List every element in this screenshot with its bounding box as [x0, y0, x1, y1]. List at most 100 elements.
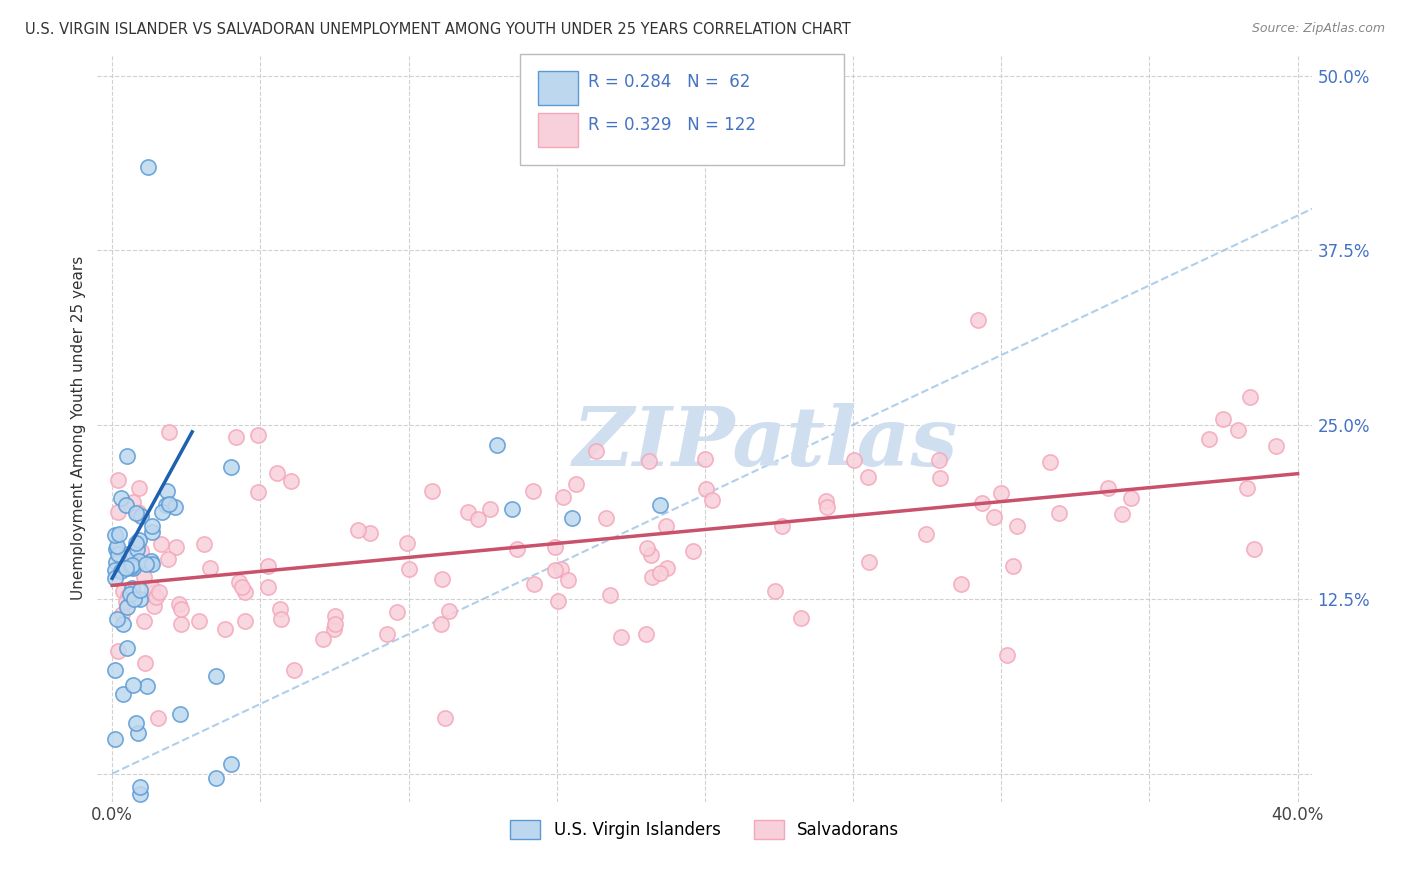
- Point: [950, 576, 973, 591]
- Point: [111, 687, 134, 701]
- Point: [105, 612, 128, 626]
- Point: [270, 612, 292, 626]
- Point: [219, 459, 242, 474]
- Point: [323, 617, 346, 632]
- Point: [650, 498, 672, 512]
- Point: [111, 584, 134, 599]
- Point: [246, 484, 269, 499]
- Point: [117, 547, 139, 561]
- Point: [149, 537, 172, 551]
- Point: [585, 444, 607, 458]
- Point: [547, 594, 569, 608]
- Point: [129, 780, 152, 795]
- Point: [129, 592, 152, 607]
- Point: [395, 536, 418, 550]
- Point: [169, 598, 191, 612]
- Point: [1243, 541, 1265, 556]
- Point: [1212, 412, 1234, 426]
- Point: [122, 561, 145, 575]
- Point: [634, 626, 657, 640]
- Point: [359, 526, 381, 541]
- Point: [1119, 491, 1142, 505]
- Point: [157, 425, 180, 439]
- Point: [104, 663, 127, 677]
- Point: [128, 554, 150, 568]
- Text: Source: ZipAtlas.com: Source: ZipAtlas.com: [1251, 22, 1385, 36]
- Point: [141, 557, 163, 571]
- Point: [122, 678, 145, 692]
- Point: [280, 474, 302, 488]
- Point: [128, 533, 150, 547]
- Point: [148, 585, 170, 599]
- Point: [150, 505, 173, 519]
- Point: [132, 570, 155, 584]
- Text: ZIPatlas: ZIPatlas: [572, 403, 959, 483]
- Point: [522, 484, 544, 499]
- Point: [155, 498, 177, 512]
- Point: [104, 563, 127, 577]
- Point: [156, 483, 179, 498]
- Point: [501, 501, 523, 516]
- Point: [595, 510, 617, 524]
- Point: [983, 510, 1005, 524]
- Point: [637, 454, 659, 468]
- Y-axis label: Unemployment Among Youth under 25 years: Unemployment Among Youth under 25 years: [72, 256, 86, 600]
- Point: [1001, 558, 1024, 573]
- Point: [928, 452, 950, 467]
- Point: [107, 505, 129, 519]
- Point: [198, 561, 221, 575]
- Point: [135, 679, 157, 693]
- Point: [129, 508, 152, 523]
- Point: [929, 471, 952, 485]
- Point: [842, 453, 865, 467]
- Point: [165, 500, 187, 515]
- Point: [915, 527, 938, 541]
- Point: [523, 577, 546, 591]
- Point: [214, 622, 236, 636]
- Point: [312, 632, 335, 646]
- Point: [219, 757, 242, 772]
- Point: [553, 490, 575, 504]
- Point: [967, 313, 990, 327]
- Point: [117, 589, 139, 603]
- Point: [122, 495, 145, 509]
- Point: [398, 561, 420, 575]
- Point: [115, 600, 138, 615]
- Point: [129, 787, 152, 801]
- Point: [1047, 506, 1070, 520]
- Point: [125, 715, 148, 730]
- Point: [1198, 433, 1220, 447]
- Point: [141, 581, 163, 595]
- Point: [139, 554, 162, 568]
- Point: [231, 581, 253, 595]
- Point: [205, 771, 228, 785]
- Point: [599, 588, 621, 602]
- Point: [557, 574, 579, 588]
- Point: [257, 580, 280, 594]
- Point: [1039, 455, 1062, 469]
- Point: [430, 617, 453, 632]
- Point: [121, 558, 143, 572]
- Point: [170, 601, 193, 615]
- Point: [437, 604, 460, 618]
- Text: U.S. VIRGIN ISLANDER VS SALVADORAN UNEMPLOYMENT AMONG YOUTH UNDER 25 YEARS CORRE: U.S. VIRGIN ISLANDER VS SALVADORAN UNEMP…: [25, 22, 851, 37]
- Point: [145, 590, 167, 604]
- Point: [104, 571, 127, 585]
- Point: [105, 555, 128, 569]
- Point: [115, 450, 138, 464]
- Point: [134, 614, 156, 628]
- Point: [814, 494, 837, 508]
- Point: [682, 543, 704, 558]
- Point: [790, 610, 813, 624]
- Point: [1236, 481, 1258, 495]
- Point: [205, 669, 228, 683]
- Point: [815, 500, 838, 514]
- Point: [115, 561, 138, 575]
- Point: [1007, 519, 1029, 533]
- Point: [193, 537, 215, 551]
- Point: [544, 540, 567, 554]
- Point: [385, 605, 408, 619]
- Point: [233, 614, 256, 628]
- Point: [142, 599, 165, 613]
- Point: [257, 558, 280, 573]
